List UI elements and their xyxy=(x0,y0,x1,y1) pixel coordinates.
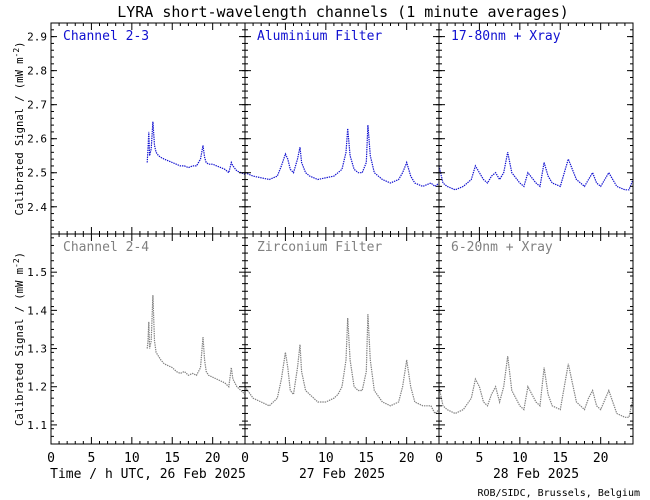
x-tick-label: 5 xyxy=(282,451,290,466)
y-tick-label-bottom: 1.1 xyxy=(27,419,47,432)
x-tick-label: 10 xyxy=(124,451,140,466)
y-tick-label-bottom: 1.3 xyxy=(27,343,47,356)
series-line-top-1 xyxy=(146,121,246,175)
day-label-2: 27 Feb 2025 xyxy=(299,467,385,482)
day-label-3: 28 Feb 2025 xyxy=(493,467,579,482)
x-tick-label: 20 xyxy=(399,451,415,466)
panel-frame-bottom-3 xyxy=(438,233,634,445)
series-line-top-3 xyxy=(438,152,634,191)
x-tick-label: 0 xyxy=(241,451,249,466)
y-axis-label-top: Calibrated Signal / (mW m-2) xyxy=(12,41,26,215)
x-tick-label: 10 xyxy=(512,451,528,466)
series-label-top-3: 17-80nm + Xray xyxy=(451,29,561,44)
y-axis-label-exponent: -2 xyxy=(12,258,21,268)
series-label-top-1: Channel 2-3 xyxy=(63,29,149,44)
x-tick-label: 5 xyxy=(88,451,96,466)
x-tick-label: 10 xyxy=(318,451,334,466)
y-tick-label-top: 2.9 xyxy=(27,31,47,44)
series-line-bottom-3 xyxy=(438,356,634,418)
panel-frame-bottom-2 xyxy=(244,233,440,445)
y-axis-label-bottom: Calibrated Signal / (mW m-2) xyxy=(12,252,26,426)
series-label-bottom-2: Zirconium Filter xyxy=(257,240,382,255)
x-tick-label: 15 xyxy=(358,451,374,466)
y-tick-label-bottom: 1.5 xyxy=(27,266,47,279)
y-tick-label-top: 2.6 xyxy=(27,133,47,146)
series-line-bottom-1 xyxy=(146,295,246,395)
x-tick-label: 0 xyxy=(47,451,55,466)
series-label-bottom-3: 6-20nm + Xray xyxy=(451,240,553,255)
series-line-bottom-2 xyxy=(244,314,440,415)
series-label-top-2: Aluminium Filter xyxy=(257,29,382,44)
y-tick-label-top: 2.5 xyxy=(27,167,47,180)
y-tick-label-bottom: 1.2 xyxy=(27,381,47,394)
panel-frame-top-3 xyxy=(438,22,634,235)
credit-text: ROB/SIDC, Brussels, Belgium xyxy=(477,488,640,499)
y-tick-label-top: 2.4 xyxy=(27,201,47,214)
day-label-1: Time / h UTC, 26 Feb 2025 xyxy=(50,467,246,482)
x-tick-label: 15 xyxy=(552,451,568,466)
y-tick-label-bottom: 1.4 xyxy=(27,304,47,317)
panel-frame-top-2 xyxy=(244,22,440,235)
series-line-top-2 xyxy=(244,125,440,188)
x-tick-label: 0 xyxy=(435,451,443,466)
x-tick-label: 5 xyxy=(476,451,484,466)
y-tick-label-top: 2.8 xyxy=(27,65,47,78)
y-tick-label-top: 2.7 xyxy=(27,99,47,112)
panel-frame-top-1 xyxy=(50,22,246,235)
x-tick-label: 20 xyxy=(593,451,609,466)
x-tick-label: 15 xyxy=(164,451,180,466)
y-axis-label-exponent: -2 xyxy=(12,48,21,58)
chart-title: LYRA short-wavelength channels (1 minute… xyxy=(117,3,569,21)
series-label-bottom-1: Channel 2-4 xyxy=(63,240,149,255)
y-axis-label-suffix: ) xyxy=(14,41,26,47)
plot-layer: Channel 2-3 Aluminium Filter 17-80nm + Xra… xyxy=(12,22,634,482)
y-axis-label-suffix: ) xyxy=(14,252,26,258)
x-tick-label: 20 xyxy=(205,451,221,466)
